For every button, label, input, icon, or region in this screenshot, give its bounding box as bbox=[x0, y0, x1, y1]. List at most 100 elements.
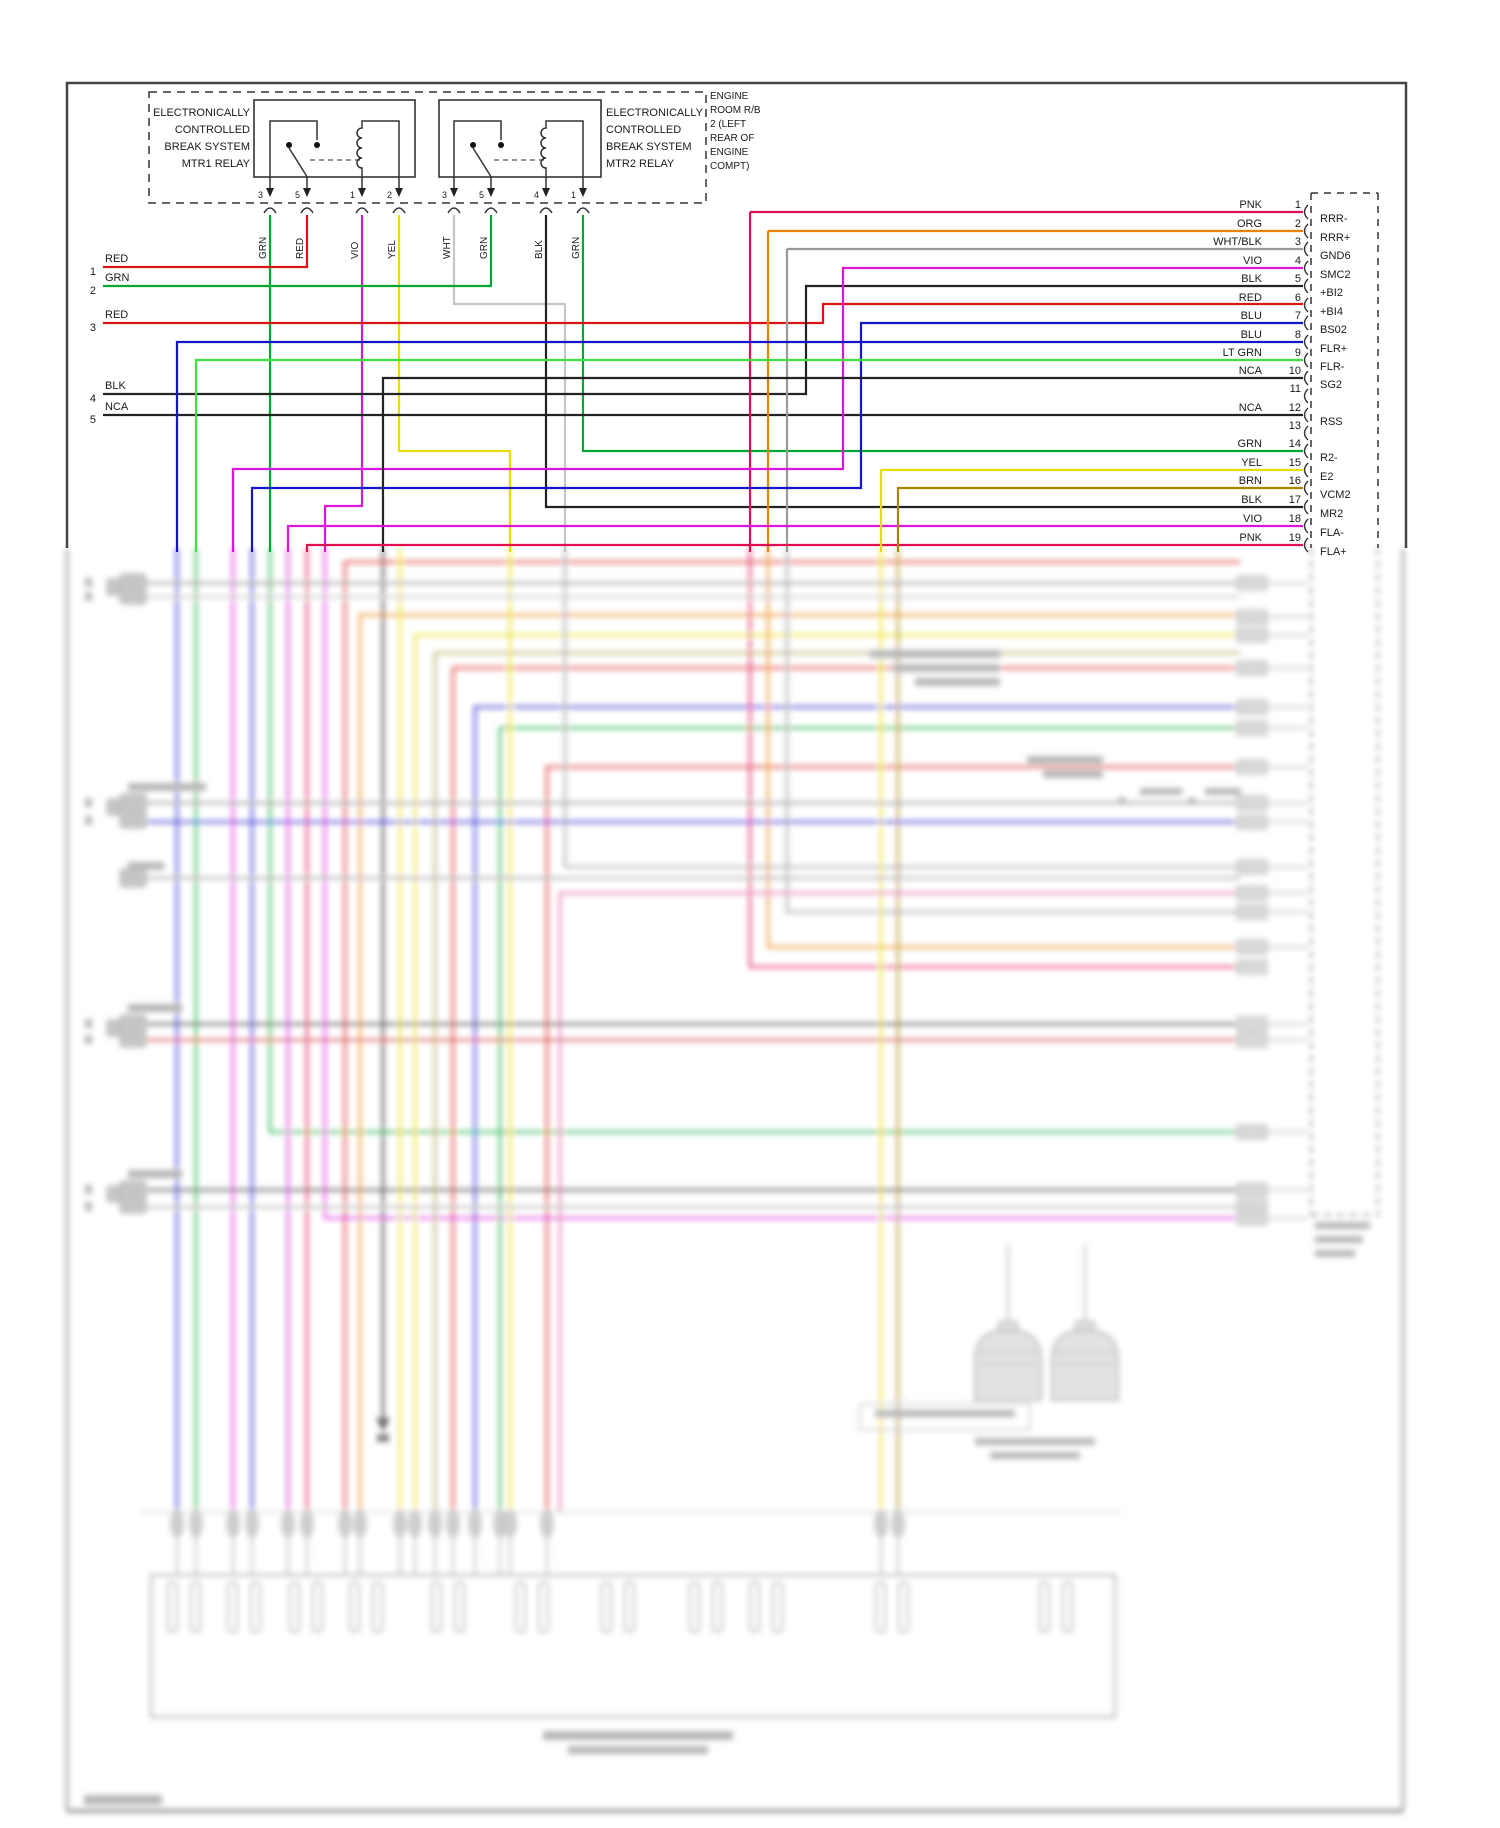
pin-number: 13 bbox=[1289, 420, 1301, 432]
mtr2-pin-number: 3 bbox=[442, 190, 447, 200]
wire-end-connector bbox=[226, 1510, 240, 1538]
left-connector-4-nub bbox=[106, 1019, 121, 1037]
wire-red-elbow bbox=[343, 560, 1240, 1512]
rc-block bbox=[1236, 1210, 1268, 1226]
wire-pnk-elbow bbox=[748, 548, 1240, 969]
relay-wire-color-labels: GRN RED VIO YEL WHT GRN BLK GRN bbox=[258, 236, 582, 259]
annotation-smudge bbox=[1140, 788, 1182, 795]
contact-dot bbox=[498, 142, 504, 148]
wire-color-label: YEL bbox=[387, 240, 398, 259]
pin-signal: FLA- bbox=[1320, 527, 1344, 539]
rc-block bbox=[1236, 1182, 1268, 1198]
lead-number: 5 bbox=[90, 414, 96, 426]
pin-number: 6 bbox=[1295, 292, 1301, 304]
lead-number: 2 bbox=[90, 285, 96, 297]
pin-color: BLU bbox=[1241, 329, 1262, 341]
annotation-smudge bbox=[893, 664, 1000, 672]
wire-lead3-red-bi4 bbox=[103, 302, 1303, 325]
pin-bracket bbox=[1303, 462, 1309, 478]
pin-signal: E2 bbox=[1320, 471, 1333, 483]
pin-bracket bbox=[1303, 241, 1309, 257]
pin-bracket bbox=[1303, 499, 1309, 515]
mtr2-relay-box bbox=[438, 99, 602, 178]
pin-bracket bbox=[1303, 480, 1309, 496]
wire-color-label: WHT bbox=[442, 236, 453, 259]
label-smudge bbox=[875, 1410, 1015, 1417]
pin-digit-mark bbox=[85, 1019, 92, 1028]
pin-number: 4 bbox=[1295, 255, 1301, 267]
annotation-smudge bbox=[1043, 770, 1103, 778]
pin-bracket bbox=[1303, 315, 1309, 331]
lead-color: GRN bbox=[105, 272, 130, 284]
pin-color: VIO bbox=[1243, 513, 1262, 525]
caption-smudge bbox=[568, 1746, 708, 1754]
relay-pin-numbers: 3 5 1 2 3 5 4 1 bbox=[258, 190, 576, 200]
component-box bbox=[149, 1573, 1117, 1719]
rc-block bbox=[1236, 609, 1268, 625]
pin-number: 19 bbox=[1289, 532, 1301, 544]
lead-color: NCA bbox=[105, 401, 129, 413]
pin-color: BRN bbox=[1239, 475, 1262, 487]
left-connector-2-nub bbox=[106, 798, 121, 816]
pin-bracket bbox=[1303, 297, 1309, 313]
blur-caption bbox=[84, 1731, 733, 1805]
pin-signal: FLR+ bbox=[1320, 343, 1347, 355]
pin-bracket bbox=[1303, 352, 1309, 368]
pin-bracket bbox=[1303, 537, 1309, 553]
left-connector-3 bbox=[119, 868, 147, 888]
label-smudge bbox=[1315, 1236, 1363, 1243]
mtr1-pin-number: 3 bbox=[258, 190, 263, 200]
wire-end-connector bbox=[540, 1510, 554, 1538]
engine-room-label: ENGINE ROOM R/B 2 (LEFT REAR OF ENGINE C… bbox=[710, 91, 761, 172]
rc-block bbox=[1236, 1032, 1268, 1048]
mtr1-label-line: BREAK SYSTEM bbox=[164, 141, 250, 153]
connector-pin-rows: PNK 1 RRR- ORG 2 RRR+ WHT/BLK 3 GND6 VIO… bbox=[1213, 199, 1350, 558]
sharp-wires bbox=[103, 210, 1303, 552]
wire-end-connector bbox=[428, 1510, 442, 1538]
wire-blu-flr-plus bbox=[175, 340, 1303, 552]
mtr1-relay-box bbox=[253, 99, 416, 178]
page-border-top bbox=[65, 81, 1408, 548]
ground-blob bbox=[377, 1434, 389, 1442]
pin-signal: SG2 bbox=[1320, 379, 1342, 391]
wire-yel-e2 bbox=[879, 468, 1303, 552]
left-connector-2 bbox=[119, 793, 147, 829]
switch-blade bbox=[288, 147, 307, 176]
annotation-dot bbox=[1188, 797, 1196, 805]
pin-number: 7 bbox=[1295, 310, 1301, 322]
pin-signal: SMC2 bbox=[1320, 269, 1351, 281]
pin-bracket bbox=[1303, 260, 1309, 276]
left-connector-1 bbox=[119, 573, 147, 605]
wire-blu-elbow bbox=[473, 705, 1240, 1512]
pin-number: 5 bbox=[1295, 273, 1301, 285]
pin-digit-mark bbox=[85, 1185, 92, 1194]
pin-color: NCA bbox=[1239, 365, 1263, 377]
mtr1-pin-number: 2 bbox=[387, 190, 392, 200]
lead-color: BLK bbox=[105, 380, 126, 392]
pin-signal: FLR- bbox=[1320, 361, 1345, 373]
wire-mtr1-1-vio bbox=[323, 215, 364, 552]
mtr1-pin-number: 5 bbox=[295, 190, 300, 200]
left-lead-labels: 1 RED 2 GRN 3 RED 4 BLK 5 NCA bbox=[90, 253, 130, 426]
pin-color: ORG bbox=[1237, 218, 1262, 230]
wire-lead4-blk-bi2 bbox=[103, 284, 1303, 396]
lead-color: RED bbox=[105, 253, 128, 265]
wire-mtr2-1-grn-r2 bbox=[581, 215, 1303, 453]
pin-signal: FLA+ bbox=[1320, 546, 1347, 558]
pin-bracket bbox=[1303, 334, 1309, 350]
wire-grn-elbow bbox=[268, 548, 1240, 1134]
label-smudge bbox=[990, 1452, 1080, 1459]
mtr1-relay-label: ELECTRONICALLY CONTROLLED BREAK SYSTEM M… bbox=[153, 107, 251, 170]
wire-color-label: RED bbox=[295, 238, 306, 259]
pin-digit-mark bbox=[85, 816, 92, 825]
wire-org-elbow bbox=[358, 613, 1240, 1512]
rc-block bbox=[1236, 720, 1268, 736]
connector-dashed-box bbox=[1310, 192, 1379, 548]
pin-signal: +BI2 bbox=[1320, 287, 1343, 299]
wire-nca-sg2 bbox=[381, 376, 1303, 552]
label-smudge bbox=[1315, 1250, 1355, 1257]
rc-block bbox=[1236, 939, 1268, 955]
rc-block bbox=[1236, 575, 1268, 591]
pin-number: 16 bbox=[1289, 475, 1301, 487]
